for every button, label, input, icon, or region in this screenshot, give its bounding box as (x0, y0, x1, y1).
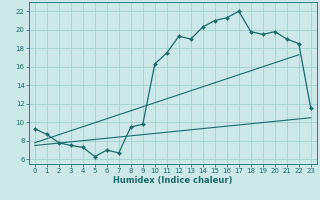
X-axis label: Humidex (Indice chaleur): Humidex (Indice chaleur) (113, 176, 233, 185)
